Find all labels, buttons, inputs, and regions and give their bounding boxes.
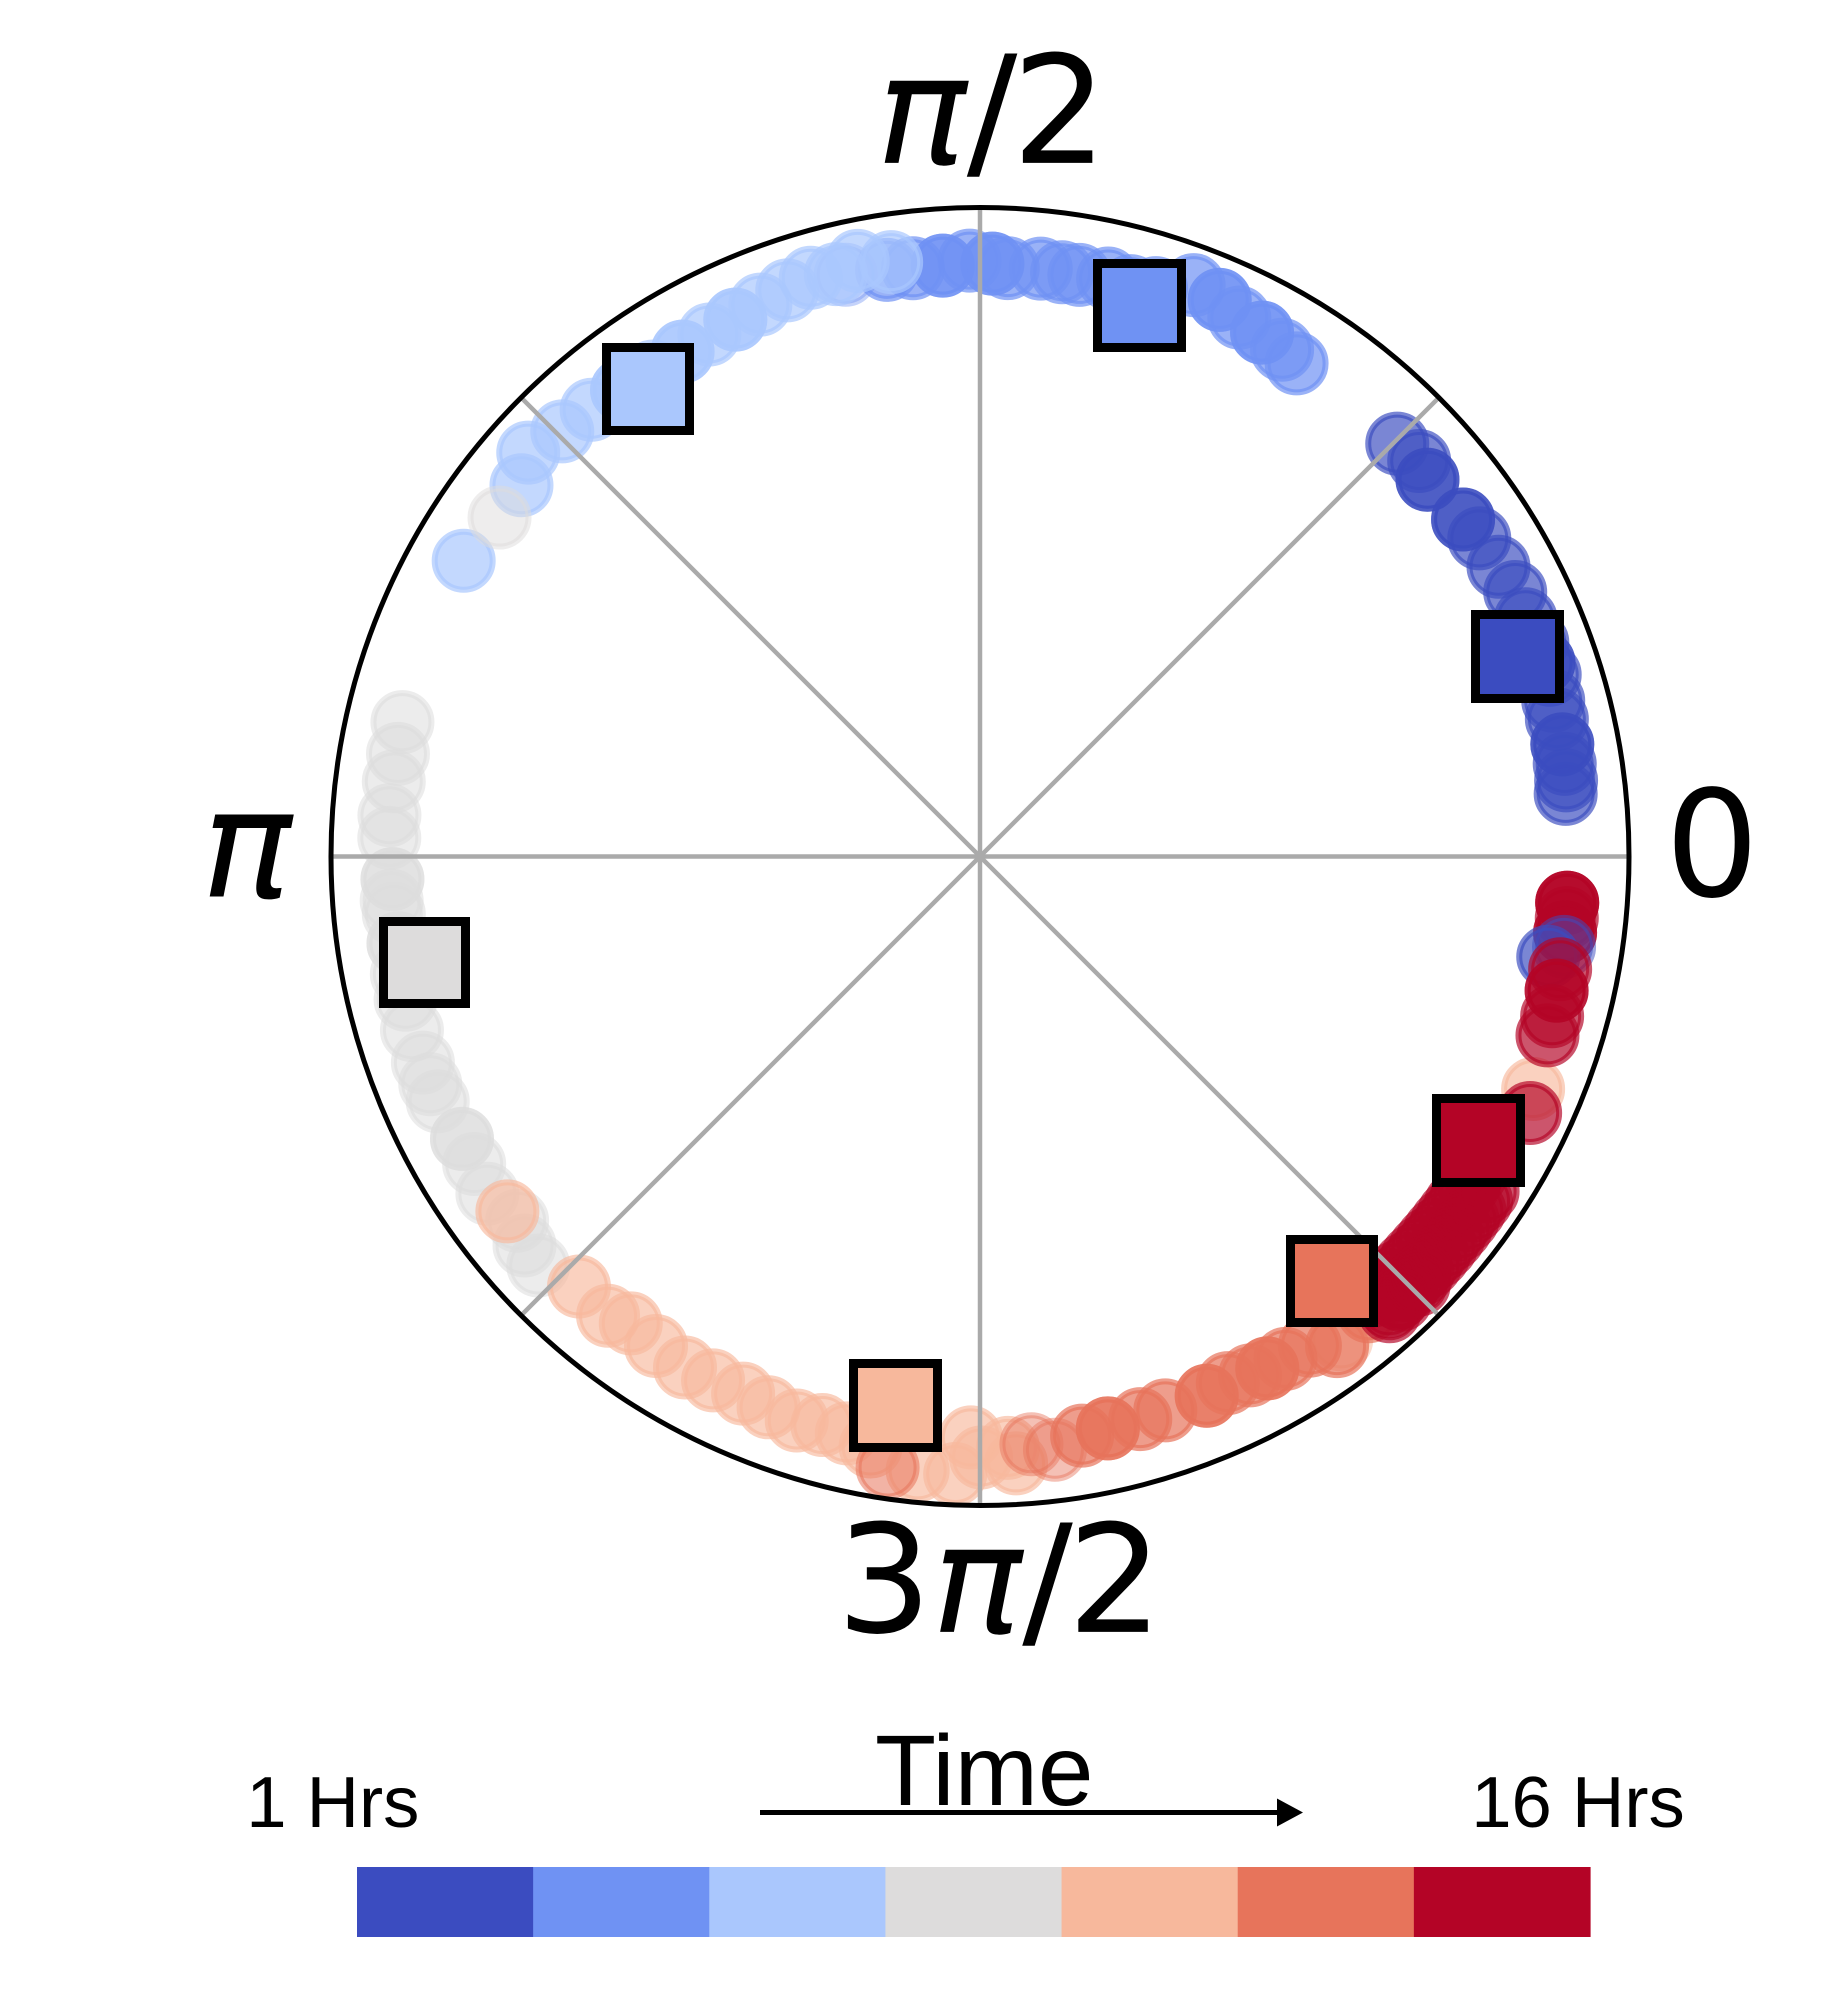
svg-text:1 Hrs: 1 Hrs bbox=[246, 1762, 419, 1843]
svg-text:16 Hrs: 16 Hrs bbox=[1471, 1762, 1685, 1843]
svg-text:Time: Time bbox=[875, 1715, 1094, 1827]
